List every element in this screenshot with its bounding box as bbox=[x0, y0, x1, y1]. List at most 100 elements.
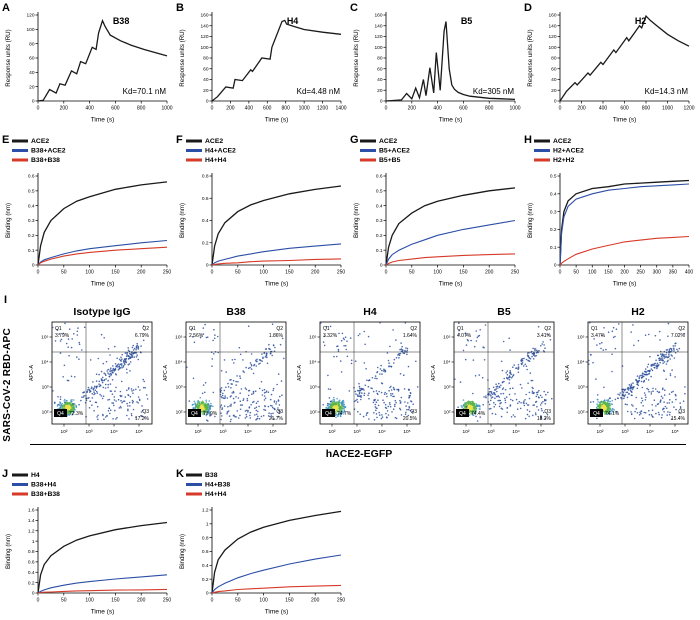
svg-text:H2+ACE2: H2+ACE2 bbox=[553, 148, 584, 155]
chart-svg: 0 200 400 600 800 1000 0 20 40 60 80 100 120 Time (s)… bbox=[5, 12, 173, 124]
svg-text:Binding (nm): Binding (nm) bbox=[5, 203, 12, 238]
svg-text:10⁵: 10⁵ bbox=[135, 429, 142, 435]
svg-text:140: 140 bbox=[548, 23, 556, 29]
chart-svg: 0 50 100 150 200 250 0 0.2 0.4 0.6 0.8 1 1.2 1.4 1.6 Ti… bbox=[5, 472, 172, 616]
svg-text:10⁵: 10⁵ bbox=[309, 335, 316, 341]
svg-text:3.32%: 3.32% bbox=[323, 333, 338, 339]
svg-text:ACE2: ACE2 bbox=[205, 138, 223, 145]
svg-text:Kd=305 nM: Kd=305 nM bbox=[473, 87, 514, 96]
svg-text:Binding (nm): Binding (nm) bbox=[527, 203, 534, 238]
svg-text:10²: 10² bbox=[578, 410, 585, 416]
svg-text:100: 100 bbox=[433, 270, 442, 276]
svg-text:10³: 10³ bbox=[578, 385, 585, 391]
svg-text:40: 40 bbox=[203, 77, 209, 83]
svg-text:0.5: 0.5 bbox=[28, 189, 35, 195]
svg-text:0.6: 0.6 bbox=[202, 196, 209, 202]
svg-text:350: 350 bbox=[669, 270, 678, 276]
svg-text:Binding (nm): Binding (nm) bbox=[179, 534, 186, 569]
panel-letter-I: I bbox=[4, 294, 8, 306]
flow-row-y-axis-label: SARS-CoV-2 RBD-APC bbox=[2, 328, 13, 442]
svg-text:80: 80 bbox=[29, 41, 35, 47]
svg-text:0.5: 0.5 bbox=[550, 174, 557, 180]
sensorgram-chart-b38: 0 200 400 600 800 1000 0 20 40 60 80 100 120 Time (s)… bbox=[2, 4, 176, 131]
svg-text:140: 140 bbox=[374, 23, 382, 29]
svg-text:Time (s): Time (s) bbox=[265, 609, 289, 616]
svg-text:10⁴: 10⁴ bbox=[577, 360, 584, 366]
svg-text:0.2: 0.2 bbox=[550, 227, 557, 233]
svg-text:20.5%: 20.5% bbox=[403, 416, 418, 422]
svg-text:10⁵: 10⁵ bbox=[671, 429, 678, 435]
svg-text:400: 400 bbox=[599, 106, 608, 112]
svg-text:1.4: 1.4 bbox=[28, 518, 35, 524]
svg-text:10⁵: 10⁵ bbox=[443, 335, 450, 341]
svg-text:80: 80 bbox=[551, 56, 557, 62]
svg-text:APC-A: APC-A bbox=[297, 365, 303, 381]
svg-text:ACE2: ACE2 bbox=[379, 138, 397, 145]
svg-text:B38+B38: B38+B38 bbox=[31, 157, 60, 164]
svg-text:Time (s): Time (s) bbox=[91, 281, 115, 288]
flow-plot-b38: Q1 2.56% Q2 1.86% Q3 21.7% Q4 73.9% 10² 10² 10³ 10³… bbox=[158, 319, 292, 454]
svg-text:Binding (nm): Binding (nm) bbox=[5, 534, 12, 569]
panel-letter-G: G bbox=[350, 134, 359, 146]
svg-text:60: 60 bbox=[29, 56, 35, 62]
svg-text:60: 60 bbox=[551, 66, 557, 72]
svg-text:Time (s): Time (s) bbox=[91, 609, 115, 616]
svg-text:10⁵: 10⁵ bbox=[41, 335, 48, 341]
svg-text:ACE2: ACE2 bbox=[31, 138, 49, 145]
svg-text:10³: 10³ bbox=[86, 429, 93, 435]
chart-svg: 0 200 400 600 800 1000 0 20 40 60 80 100 120 140 160 Ti… bbox=[353, 12, 521, 124]
svg-text:H2+H2: H2+H2 bbox=[553, 157, 575, 164]
svg-text:80: 80 bbox=[203, 56, 209, 62]
svg-text:0.4: 0.4 bbox=[28, 570, 35, 576]
svg-text:1.2: 1.2 bbox=[202, 508, 209, 514]
panel-letter-C: C bbox=[350, 2, 358, 14]
svg-text:200: 200 bbox=[137, 270, 146, 276]
svg-text:Time (s): Time (s) bbox=[91, 117, 115, 124]
svg-text:800: 800 bbox=[642, 106, 651, 112]
svg-text:Response units (RU): Response units (RU) bbox=[353, 29, 360, 86]
svg-text:160: 160 bbox=[548, 13, 556, 19]
panel-A: A 0 200 400 600 800 1000 0 20 40 60 80 100 120 Time (… bbox=[2, 2, 176, 131]
flow-row-x-axis-label: hACE2-EGFP bbox=[325, 448, 393, 460]
sensorgram-chart-h4: 0 200 400 600 800 1000 1200 1400 0 20 40 60 80 100 120… bbox=[176, 4, 350, 131]
svg-text:0.6: 0.6 bbox=[28, 560, 35, 566]
svg-text:H4: H4 bbox=[287, 16, 299, 26]
svg-text:0.2: 0.2 bbox=[202, 240, 209, 246]
svg-text:200: 200 bbox=[137, 598, 146, 604]
svg-text:0: 0 bbox=[37, 598, 40, 604]
svg-text:10³: 10³ bbox=[622, 429, 629, 435]
chart-svg: 0 50 100 150 200 250 0 0.1 0.2 0.3 0.4 0.5 0.6 Time (… bbox=[5, 138, 172, 288]
flow-plot-h4: Q1 3.32% Q2 1.64% Q3 20.5% Q4 74.7% 10² 10² 10³ 10³… bbox=[292, 319, 426, 454]
svg-text:Q3: Q3 bbox=[544, 409, 551, 415]
svg-text:Response units (RU): Response units (RU) bbox=[5, 29, 12, 86]
svg-text:140: 140 bbox=[200, 23, 208, 29]
svg-text:Q4: Q4 bbox=[325, 411, 332, 417]
svg-text:0: 0 bbox=[211, 270, 214, 276]
svg-text:160: 160 bbox=[374, 13, 382, 19]
flow-panels: Isotype IgG Q1 3.79% Q2 6.79% Q3 17.2% Q4 72.3%… bbox=[24, 306, 700, 454]
svg-text:0: 0 bbox=[206, 263, 209, 269]
svg-text:B38: B38 bbox=[205, 472, 218, 479]
svg-text:Time (s): Time (s) bbox=[439, 281, 463, 288]
svg-text:0.2: 0.2 bbox=[376, 233, 383, 239]
svg-text:Q1: Q1 bbox=[323, 326, 330, 332]
svg-text:50: 50 bbox=[235, 598, 241, 604]
svg-text:10³: 10³ bbox=[220, 429, 227, 435]
flow-title-b5: B5 bbox=[497, 306, 511, 318]
svg-text:250: 250 bbox=[163, 270, 172, 276]
svg-text:74.4%: 74.4% bbox=[471, 411, 486, 417]
svg-text:0.1: 0.1 bbox=[550, 245, 557, 251]
svg-text:73.9%: 73.9% bbox=[203, 411, 218, 417]
svg-text:250: 250 bbox=[163, 598, 172, 604]
svg-text:H4+ACE2: H4+ACE2 bbox=[205, 148, 236, 155]
svg-text:10⁵: 10⁵ bbox=[269, 429, 276, 435]
svg-text:10²: 10² bbox=[176, 410, 183, 416]
panel-letter-E: E bbox=[2, 134, 10, 146]
svg-text:0.6: 0.6 bbox=[376, 174, 383, 180]
svg-text:APC-A: APC-A bbox=[29, 365, 35, 381]
svg-text:10⁴: 10⁴ bbox=[175, 360, 182, 366]
svg-text:Q4: Q4 bbox=[459, 411, 466, 417]
